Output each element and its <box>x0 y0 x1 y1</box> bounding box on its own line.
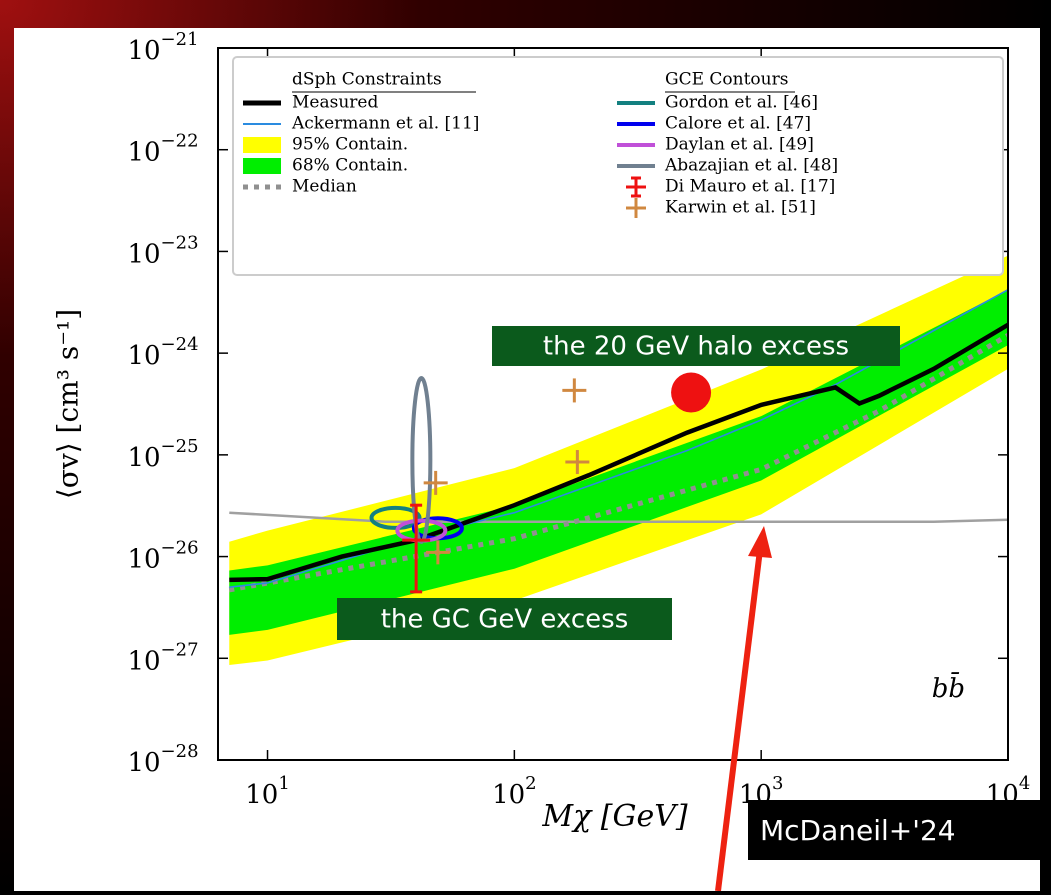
series-line <box>228 333 1008 593</box>
legend-label: Karwin et al. [51] <box>665 198 816 218</box>
tick-base: 10 <box>127 36 160 66</box>
tick-exponent: −24 <box>161 334 199 355</box>
tick-exponent: 1 <box>278 773 289 794</box>
legend-label: Abazajian et al. [48] <box>664 156 838 176</box>
annotation-box <box>337 598 672 640</box>
y-axis-label: ⟨σv⟩ [cm³ s⁻¹] <box>52 309 85 499</box>
tick-exponent: −21 <box>161 29 199 50</box>
legend-title: dSph Constraints <box>292 70 442 90</box>
legend-label: Median <box>292 177 357 197</box>
legend-label: Measured <box>292 93 378 113</box>
series-line <box>229 322 1008 583</box>
x-axis-label: Mχ [GeV] <box>541 799 688 834</box>
tick-base: 10 <box>127 341 160 371</box>
arrowhead <box>748 526 772 558</box>
legend-label: Ackermann et al. [11] <box>291 114 479 134</box>
plot-frame <box>217 47 1009 761</box>
legend-swatch <box>243 158 281 174</box>
tick-exponent: 2 <box>525 773 536 794</box>
confidence-band <box>229 289 1008 635</box>
tick-label: 10−25 <box>127 436 198 473</box>
panel-label: bb̄ <box>932 671 965 704</box>
legend-title: GCE Contours <box>665 70 788 90</box>
legend-label: Gordon et al. [46] <box>665 93 818 113</box>
tick-base: 10 <box>127 646 160 676</box>
tick-exponent: −26 <box>161 538 199 559</box>
tick-label: 10−26 <box>127 538 198 575</box>
halo-point <box>671 372 712 413</box>
tick-label: 102 <box>492 773 537 810</box>
legend-label: Calore et al. [47] <box>665 114 811 134</box>
tick-exponent: −23 <box>161 232 199 253</box>
legend-label: 68% Contain. <box>292 156 408 176</box>
tick-exponent: −25 <box>161 436 199 457</box>
credit: McDaneil+'24 <box>760 814 956 847</box>
tick-label: 10−21 <box>127 29 198 66</box>
tick-base: 10 <box>127 138 160 168</box>
tick-exponent: −28 <box>161 741 199 762</box>
tick-label: 10−28 <box>127 741 198 778</box>
tick-exponent: 4 <box>1019 773 1030 794</box>
legend-label: Daylan et al. [49] <box>665 135 814 155</box>
tick-label: 10−22 <box>127 131 198 168</box>
contour <box>410 376 433 545</box>
tick-base: 10 <box>245 780 278 810</box>
credit-box <box>748 800 1040 860</box>
tick-base: 10 <box>127 748 160 778</box>
arrow <box>715 549 763 892</box>
annotation: the GC GeV excess <box>381 605 629 635</box>
tick-exponent: −27 <box>161 639 199 660</box>
legend-label: 95% Contain. <box>292 135 408 155</box>
tick-label: 10−27 <box>127 639 198 676</box>
tick-exponent: 3 <box>772 773 783 794</box>
legend-swatch <box>243 137 281 153</box>
tick-base: 10 <box>127 545 160 575</box>
contour <box>369 505 422 530</box>
annotation-box <box>492 326 900 366</box>
annotation: the 20 GeV halo excess <box>543 332 849 362</box>
tick-base: 10 <box>492 780 525 810</box>
legend-label: Di Mauro et al. [17] <box>665 177 835 197</box>
tick-base: 10 <box>127 239 160 269</box>
tick-label: 10−24 <box>127 334 198 371</box>
tick-label: 101 <box>245 773 290 810</box>
tick-label: 10−23 <box>127 232 198 269</box>
tick-exponent: −22 <box>161 131 199 152</box>
tick-base: 10 <box>127 443 160 473</box>
series-line <box>229 511 1008 523</box>
